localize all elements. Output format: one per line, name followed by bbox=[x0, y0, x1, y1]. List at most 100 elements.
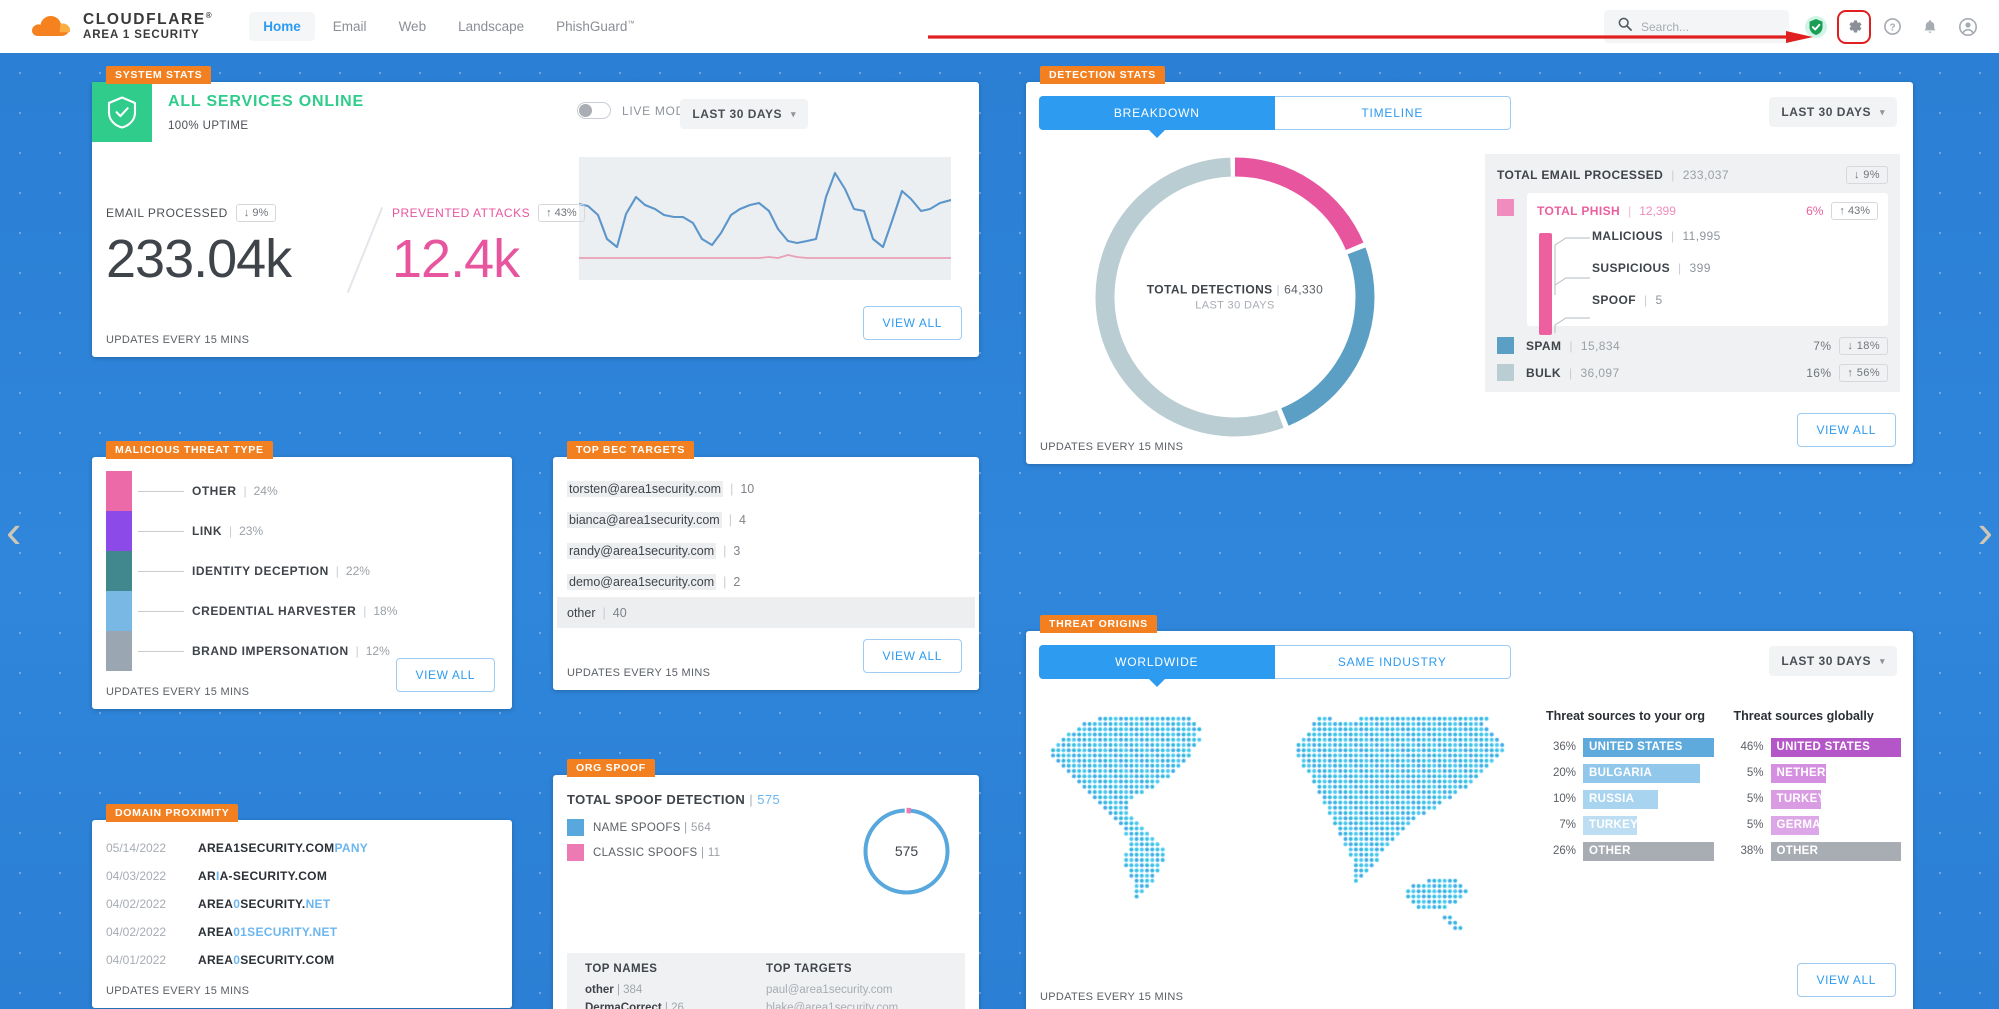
bec-email: other bbox=[567, 605, 596, 620]
threat-label: CREDENTIAL HARVESTER bbox=[192, 604, 357, 618]
domain-proximity-updates-text: UPDATES EVERY 15 MINS bbox=[106, 985, 250, 997]
chevron-down-icon: ▾ bbox=[1879, 106, 1885, 117]
bar-percent: 20% bbox=[1552, 767, 1576, 779]
search-icon bbox=[1618, 17, 1632, 36]
threat-label: OTHER bbox=[192, 484, 237, 498]
table-row: other | 384 bbox=[585, 984, 643, 996]
detection-stats-tag: DETECTION STATS bbox=[1040, 66, 1165, 84]
detection-stats-view-all-button[interactable]: VIEW ALL bbox=[1796, 413, 1896, 447]
list-item[interactable]: bianca@area1security.com | 4 bbox=[557, 504, 975, 535]
bar-label: UNITED STATES bbox=[1770, 737, 1901, 757]
domain-name: AREA01SECURITY.NET bbox=[198, 925, 338, 939]
list-item[interactable]: randy@area1security.com | 3 bbox=[557, 535, 975, 566]
total-phish-card[interactable]: TOTAL PHISH | 12,399 6% ↑ 43% bbox=[1527, 193, 1888, 335]
donut-center-label: TOTAL DETECTIONS bbox=[1146, 282, 1273, 297]
carousel-prev-arrow-icon[interactable]: ‹ bbox=[6, 505, 22, 557]
list-item[interactable]: 04/03/2022 ARIA-SECURITY.COM bbox=[92, 862, 512, 890]
list-item[interactable]: BRAND IMPERSONATION | 12% bbox=[106, 631, 498, 671]
domain-proximity-card: DOMAIN PROXIMITY 05/14/2022 AREA1SECURIT… bbox=[92, 804, 512, 1008]
detection-stats-date-selector[interactable]: LAST 30 DAYS ▾ bbox=[1769, 97, 1897, 127]
nav-item-phishguard[interactable]: PhishGuard™ bbox=[556, 19, 635, 34]
notifications-button[interactable] bbox=[1913, 10, 1947, 44]
bar-label: UNITED STATES bbox=[1583, 737, 1714, 757]
detection-stats-date-value: LAST 30 DAYS bbox=[1781, 105, 1871, 119]
world-dot-map bbox=[1040, 711, 1510, 941]
list-item[interactable]: 04/02/2022 AREA0SECURITY.NET bbox=[92, 890, 512, 918]
table-row: 7% TURKEY bbox=[1546, 812, 1714, 838]
phish-color-swatch bbox=[1497, 199, 1514, 216]
table-row: paul@area1security.com bbox=[766, 984, 893, 996]
status-shield-ok-icon[interactable] bbox=[1799, 10, 1833, 44]
table-row: 26% OTHER bbox=[1546, 838, 1714, 864]
nav-item-landscape[interactable]: Landscape bbox=[458, 19, 525, 34]
threat-origins-tag: THREAT ORIGINS bbox=[1040, 615, 1157, 633]
cloudflare-cloud-icon bbox=[28, 12, 74, 42]
domain-date: 05/14/2022 bbox=[106, 841, 167, 855]
list-item[interactable]: 05/14/2022 AREA1SECURITY.COMPANY bbox=[92, 834, 512, 862]
domain-date: 04/02/2022 bbox=[106, 897, 167, 911]
list-item[interactable]: 04/02/2022 AREA01SECURITY.NET bbox=[92, 918, 512, 946]
search-box[interactable] bbox=[1604, 10, 1789, 43]
system-stats-updates-text: UPDATES EVERY 15 MINS bbox=[106, 334, 250, 346]
nav-item-web[interactable]: Web bbox=[398, 19, 427, 34]
chevron-down-icon: ▾ bbox=[1879, 655, 1885, 666]
bar-label: TURKEY bbox=[1583, 815, 1638, 835]
brand-logo[interactable]: CLOUDFLARE® AREA 1 SECURITY bbox=[28, 12, 213, 42]
nav-item-home[interactable]: Home bbox=[249, 12, 315, 41]
list-item[interactable]: demo@area1security.com | 2 bbox=[557, 566, 975, 597]
carousel-next-arrow-icon[interactable]: › bbox=[1977, 505, 1993, 557]
system-stats-view-all-button[interactable]: VIEW ALL bbox=[862, 306, 962, 340]
bar-percent: 5% bbox=[1746, 767, 1764, 779]
threat-origins-view-all-button[interactable]: VIEW ALL bbox=[1796, 963, 1896, 997]
list-item[interactable]: CREDENTIAL HARVESTER | 18% bbox=[106, 591, 498, 631]
legend-item-classic-spoofs: CLASSIC SPOOFS | 11 bbox=[567, 844, 780, 861]
phish-sub-label: MALICIOUS bbox=[1592, 229, 1663, 243]
bec-count: 4 bbox=[738, 512, 746, 527]
list-item[interactable]: other | 40 bbox=[557, 597, 975, 628]
tab-worldwide[interactable]: WORLDWIDE bbox=[1039, 645, 1275, 687]
total-spoof-detection-label: TOTAL SPOOF DETECTION | 575 bbox=[567, 792, 781, 807]
tab-same-industry[interactable]: SAME INDUSTRY bbox=[1274, 645, 1511, 679]
tab-breakdown[interactable]: BREAKDOWN bbox=[1039, 96, 1275, 138]
stat-divider bbox=[346, 206, 384, 294]
list-item[interactable]: SPAM | 15,834 7% ↓ 18% bbox=[1497, 332, 1888, 359]
help-button[interactable]: ? bbox=[1875, 10, 1909, 44]
total-phish-header: TOTAL PHISH | 12,399 6% ↑ 43% bbox=[1537, 202, 1878, 220]
live-mode-toggle[interactable]: LIVE MODE bbox=[577, 102, 694, 119]
spam-color-swatch bbox=[1497, 337, 1514, 354]
leader-line bbox=[138, 610, 184, 612]
separator: | bbox=[602, 605, 606, 620]
threat-percent: 22% bbox=[345, 564, 370, 578]
list-item[interactable]: OTHER | 24% bbox=[106, 471, 498, 511]
malicious-threat-view-all-button[interactable]: VIEW ALL bbox=[395, 658, 495, 692]
live-mode-switch[interactable] bbox=[577, 102, 611, 119]
settings-gear-button[interactable] bbox=[1837, 9, 1871, 44]
list-item[interactable]: 04/01/2022 AREA0SECURITY.COM bbox=[92, 946, 512, 974]
user-avatar-icon bbox=[1959, 17, 1977, 36]
threat-label: IDENTITY DECEPTION bbox=[192, 564, 329, 578]
list-item[interactable]: IDENTITY DECEPTION | 22% bbox=[106, 551, 498, 591]
search-input[interactable] bbox=[1641, 19, 1775, 34]
bar-label: RUSSIA bbox=[1583, 789, 1659, 809]
list-item[interactable]: BULK | 36,097 16% ↑ 56% bbox=[1497, 359, 1888, 386]
total-phish-label: TOTAL PHISH bbox=[1537, 204, 1621, 218]
phish-sub-value: 5 bbox=[1655, 293, 1663, 307]
nav-item-email[interactable]: Email bbox=[332, 19, 367, 34]
separator: | bbox=[730, 481, 734, 496]
bell-icon bbox=[1924, 19, 1936, 33]
list-item[interactable]: LINK | 23% bbox=[106, 511, 498, 551]
threat-sources-org-column: Threat sources to your org 36% UNITED STA… bbox=[1546, 709, 1714, 864]
threat-origins-date-selector[interactable]: LAST 30 DAYS ▾ bbox=[1769, 646, 1897, 676]
list-item[interactable]: torsten@area1security.com | 10 bbox=[557, 473, 975, 504]
bec-targets-view-all-button[interactable]: VIEW ALL bbox=[862, 639, 962, 673]
email-processed-value: 233.04k bbox=[106, 229, 292, 289]
system-stats-date-selector[interactable]: LAST 30 DAYS ▾ bbox=[680, 99, 808, 129]
domain-proximity-tag: DOMAIN PROXIMITY bbox=[106, 804, 239, 822]
domain-date: 04/03/2022 bbox=[106, 869, 167, 883]
leader-lines bbox=[1554, 237, 1590, 333]
tab-timeline[interactable]: TIMELINE bbox=[1274, 96, 1511, 130]
bar-percent: 10% bbox=[1552, 793, 1576, 805]
org-spoof-ring-chart: 575 bbox=[860, 805, 953, 898]
user-account-button[interactable] bbox=[1951, 10, 1985, 44]
bulk-color-swatch bbox=[1497, 364, 1514, 381]
